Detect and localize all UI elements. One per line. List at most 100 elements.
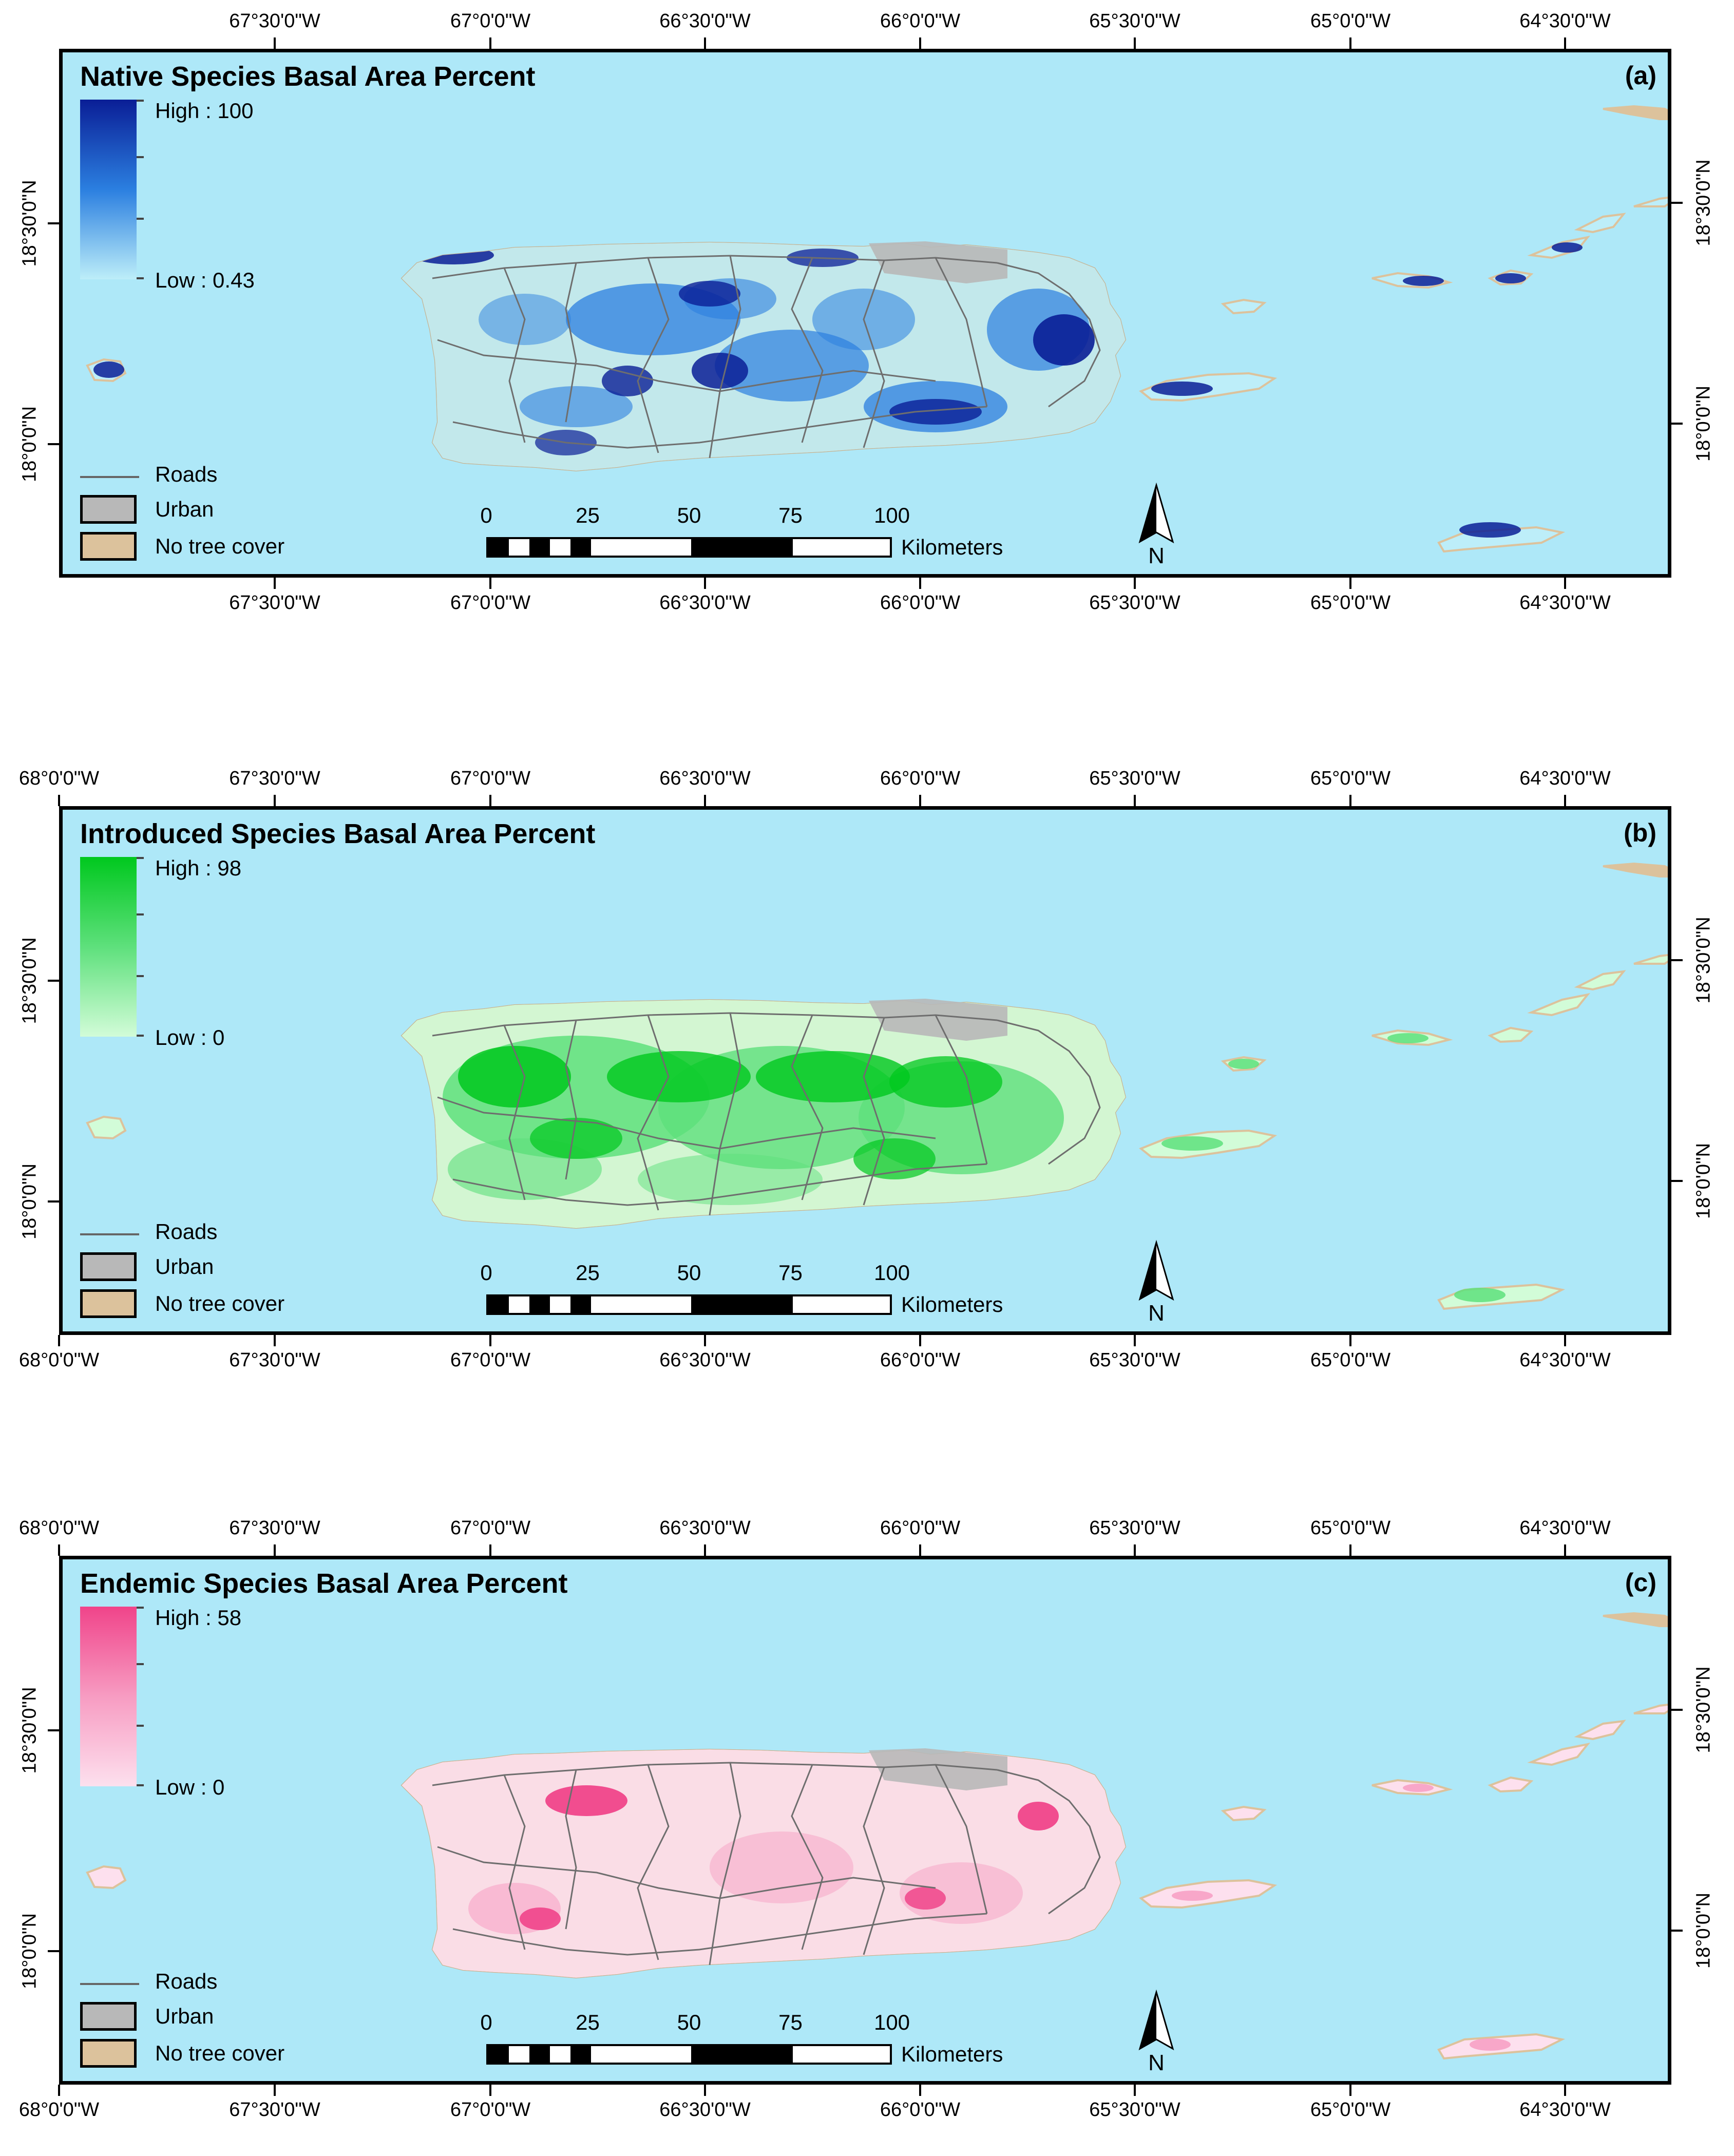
longitude-label-bottom: 67°0'0"W bbox=[450, 592, 531, 614]
scale-bar-segment bbox=[570, 539, 591, 556]
map-canvas bbox=[86, 1612, 1668, 2060]
scale-bar bbox=[486, 2044, 892, 2065]
longitude-tick-bottom bbox=[1349, 578, 1351, 589]
longitude-tick-bottom bbox=[489, 578, 491, 589]
scale-tick-label: 50 bbox=[677, 1261, 701, 1285]
endemic-high-patch bbox=[545, 1785, 627, 1816]
scale-unit-label: Kilometers bbox=[901, 2042, 1003, 2066]
roads-legend-label: Roads bbox=[155, 462, 218, 486]
longitude-tick-bottom bbox=[704, 1335, 706, 1346]
road-line bbox=[637, 257, 670, 453]
longitude-label-top: 64°30'0"W bbox=[1519, 10, 1611, 32]
island-patch bbox=[1454, 1288, 1506, 1302]
scale-unit-label: Kilometers bbox=[901, 535, 1003, 559]
longitude-tick-top bbox=[1349, 37, 1351, 49]
longitude-tick-top bbox=[704, 795, 706, 806]
no-tree-legend-label: No tree cover bbox=[155, 2041, 285, 2065]
urban-legend-swatch bbox=[80, 2002, 137, 2031]
longitude-label-top: 66°30'0"W bbox=[659, 768, 751, 789]
road-line bbox=[437, 1096, 936, 1150]
introduced-high-patch bbox=[889, 1056, 1002, 1108]
longitude-tick-top bbox=[274, 795, 276, 806]
virgin-island bbox=[1633, 196, 1668, 207]
longitude-label-top: 64°30'0"W bbox=[1519, 768, 1611, 789]
latitude-tick-left bbox=[48, 1729, 59, 1731]
scale-tick-label: 50 bbox=[677, 2010, 701, 2034]
road-line bbox=[437, 1846, 936, 1899]
longitude-label-bottom: 65°0'0"W bbox=[1310, 2099, 1391, 2121]
north-arrow-half bbox=[1140, 1243, 1156, 1299]
scale-tick-label: 0 bbox=[480, 503, 492, 527]
endemic-high-patch bbox=[520, 1907, 561, 1930]
ramp-tick bbox=[137, 156, 144, 158]
ramp-tick bbox=[137, 1663, 144, 1665]
longitude-tick-bottom bbox=[1349, 2085, 1351, 2096]
urban-legend-swatch bbox=[80, 1252, 137, 1281]
longitude-label-top: 65°30'0"W bbox=[1089, 1517, 1180, 1539]
ramp-tick bbox=[137, 1725, 144, 1727]
longitude-tick-top bbox=[1349, 795, 1351, 806]
introduced-high-patch bbox=[853, 1138, 936, 1179]
island-patch bbox=[1151, 381, 1213, 396]
longitude-label-bottom: 68°0'0"W bbox=[18, 2099, 100, 2121]
longitude-tick-bottom bbox=[704, 2085, 706, 2096]
longitude-label-top: 67°30'0"W bbox=[229, 10, 320, 32]
longitude-tick-bottom bbox=[489, 2085, 491, 2096]
panel-label: (a) bbox=[1625, 61, 1656, 90]
longitude-tick-top bbox=[919, 1544, 921, 1556]
longitude-label-bottom: 67°30'0"W bbox=[229, 592, 320, 614]
longitude-tick-top bbox=[58, 795, 60, 806]
longitude-label-top: 66°0'0"W bbox=[880, 1517, 961, 1539]
map-panel-b: Introduced Species Basal Area Percent (b)… bbox=[59, 806, 1671, 1335]
introduced-high-patch bbox=[756, 1051, 910, 1102]
legend-low-label: Low : 0.43 bbox=[155, 268, 255, 292]
native-high-patch bbox=[692, 353, 748, 389]
longitude-label-bottom: 66°0'0"W bbox=[880, 2099, 961, 2121]
virgin-island bbox=[1574, 213, 1626, 234]
scale-tick-label: 75 bbox=[778, 2010, 803, 2034]
longitude-label-top: 65°30'0"W bbox=[1089, 10, 1180, 32]
map-panel-c: Endemic Species Basal Area Percent (c) Hig… bbox=[59, 1556, 1671, 2085]
legend-high-label: High : 98 bbox=[155, 856, 242, 880]
longitude-label-top: 66°0'0"W bbox=[880, 10, 961, 32]
latitude-label-right: 18°0'0"N bbox=[1692, 1143, 1714, 1219]
legend-high-label: High : 100 bbox=[155, 99, 254, 123]
panel-label: (c) bbox=[1625, 1568, 1656, 1597]
road-line bbox=[791, 1015, 824, 1200]
virgin-island bbox=[1633, 1703, 1668, 1714]
island-patch bbox=[93, 361, 124, 378]
longitude-tick-top bbox=[489, 795, 491, 806]
latitude-label-right: 18°0'0"N bbox=[1692, 386, 1714, 462]
longitude-tick-bottom bbox=[919, 578, 921, 589]
longitude-tick-top bbox=[1134, 37, 1136, 49]
longitude-label-bottom: 65°0'0"W bbox=[1310, 592, 1391, 614]
scale-tick-label: 50 bbox=[677, 503, 701, 527]
longitude-label-top: 67°30'0"W bbox=[229, 768, 320, 789]
ramp-tick bbox=[137, 1784, 144, 1786]
road-line bbox=[503, 1775, 526, 1950]
scale-bar bbox=[486, 537, 892, 558]
ramp-tick bbox=[137, 857, 144, 859]
scale-bar-segment bbox=[529, 539, 550, 556]
ramp-tick bbox=[137, 1607, 144, 1609]
roads-legend-line bbox=[80, 1983, 139, 1985]
longitude-label-bottom: 67°0'0"W bbox=[450, 2099, 531, 2121]
latitude-tick-right bbox=[1671, 1709, 1683, 1711]
longitude-label-top: 68°0'0"W bbox=[18, 768, 100, 789]
color-ramp bbox=[80, 857, 137, 1037]
native-high-patch bbox=[679, 281, 740, 307]
scale-tick-label: 100 bbox=[873, 2010, 910, 2034]
north-arrow-half bbox=[1140, 485, 1156, 542]
road-line bbox=[709, 1762, 741, 1966]
road-line bbox=[791, 257, 824, 443]
culebra-island bbox=[1221, 298, 1267, 315]
road-line bbox=[452, 406, 987, 449]
scale-bar-segment bbox=[488, 2046, 509, 2063]
road-line bbox=[565, 262, 577, 423]
native-high-patch bbox=[889, 399, 982, 425]
longitude-label-top: 66°30'0"W bbox=[659, 1517, 751, 1539]
longitude-tick-bottom bbox=[274, 2085, 276, 2096]
ramp-tick bbox=[137, 913, 144, 915]
road-line bbox=[935, 1015, 988, 1165]
ramp-tick bbox=[137, 277, 144, 279]
